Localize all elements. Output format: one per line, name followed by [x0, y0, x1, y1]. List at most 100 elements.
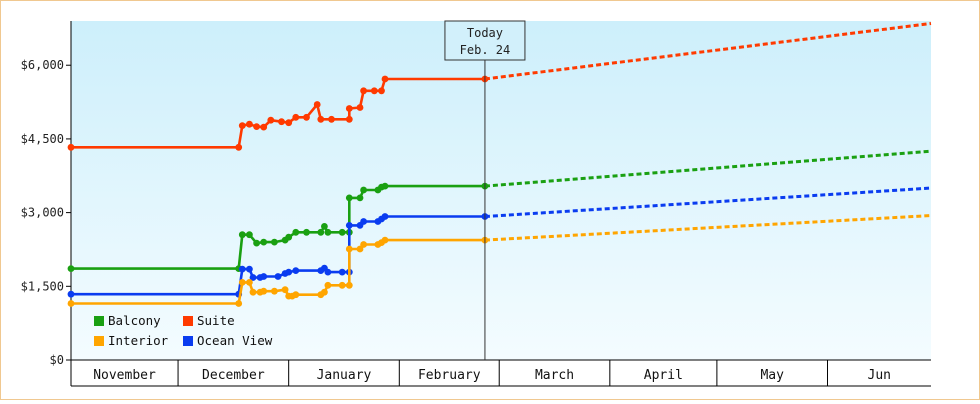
y-tick-label: $6,000	[21, 58, 64, 72]
data-point	[260, 273, 268, 280]
legend-swatch	[94, 316, 104, 326]
data-point	[246, 120, 253, 128]
data-point	[238, 265, 246, 273]
y-tick-label: $4,500	[21, 132, 64, 146]
data-point	[360, 186, 367, 194]
series-suite	[67, 21, 932, 151]
data-point	[67, 143, 75, 151]
data-point	[292, 267, 300, 274]
data-point	[356, 104, 364, 111]
data-point	[67, 290, 75, 298]
data-point	[235, 143, 243, 151]
data-point	[253, 239, 260, 247]
forecast-line	[484, 149, 932, 188]
data-point	[381, 213, 389, 220]
data-point	[324, 281, 332, 289]
legend-label: Ocean View	[197, 333, 273, 348]
data-point	[285, 119, 293, 127]
data-point	[338, 228, 346, 236]
data-point	[285, 233, 293, 241]
data-point	[292, 113, 300, 121]
month-label: March	[535, 368, 574, 383]
data-point	[381, 236, 389, 244]
month-label: Jun	[868, 368, 891, 383]
today-box	[444, 20, 526, 61]
y-tick-label: $0	[50, 353, 64, 367]
data-point	[260, 238, 268, 246]
data-point	[381, 75, 389, 83]
legend-swatch	[183, 316, 193, 326]
month-label: February	[418, 368, 481, 383]
data-point	[360, 218, 367, 225]
plot-area	[71, 21, 931, 360]
data-point	[238, 231, 246, 239]
y-tick-label: $3,000	[21, 206, 64, 220]
data-point	[281, 286, 289, 294]
month-label: November	[93, 368, 156, 383]
data-point	[238, 279, 246, 286]
data-point	[338, 281, 346, 289]
data-point	[313, 101, 321, 108]
data-point	[260, 287, 268, 295]
data-point	[317, 115, 325, 123]
forecast-line	[484, 186, 932, 219]
data-point	[345, 222, 353, 229]
data-point	[303, 113, 310, 121]
today-date: Feb. 24	[460, 43, 511, 57]
data-point	[345, 194, 353, 202]
data-point	[238, 122, 246, 129]
data-point	[345, 245, 353, 253]
legend-item-ocean-view: Ocean View	[183, 333, 273, 348]
data-point	[303, 228, 310, 236]
series-ocean-view	[67, 186, 932, 298]
month-label: December	[202, 368, 265, 383]
data-point	[67, 300, 75, 307]
forecast-line	[484, 214, 932, 242]
legend-item-interior: Interior	[94, 333, 169, 348]
data-point	[267, 116, 275, 124]
legend-item-balcony: Balcony	[94, 313, 161, 328]
data-point	[381, 182, 389, 190]
data-point	[345, 281, 353, 289]
data-point	[235, 300, 243, 307]
data-point	[246, 279, 253, 286]
data-point	[249, 288, 257, 296]
data-point	[292, 228, 300, 236]
data-point	[345, 105, 353, 112]
data-point	[321, 223, 328, 230]
data-point	[338, 268, 346, 276]
data-point	[321, 288, 328, 296]
forecast-line	[484, 21, 932, 81]
data-point	[274, 273, 282, 280]
data-point	[360, 87, 367, 95]
data-point	[285, 268, 293, 276]
y-tick-label: $1,500	[21, 279, 64, 293]
legend-label: Suite	[197, 313, 235, 328]
series-interior	[67, 214, 932, 307]
data-point	[253, 123, 260, 130]
data-point	[271, 287, 278, 295]
month-label: April	[644, 368, 683, 383]
legend-item-suite: Suite	[183, 313, 235, 328]
data-point	[67, 265, 75, 272]
today-label: Today	[467, 26, 503, 40]
legend-swatch	[183, 336, 193, 346]
data-point	[249, 274, 257, 281]
legend-label: Balcony	[108, 313, 161, 328]
month-label: January	[317, 368, 372, 383]
data-point	[356, 194, 364, 202]
data-point	[378, 87, 385, 95]
data-point	[260, 123, 268, 131]
data-point	[328, 115, 335, 123]
data-point	[246, 265, 253, 273]
legend-swatch	[94, 336, 104, 346]
series-line	[71, 77, 485, 149]
legend-label: Interior	[108, 333, 169, 348]
series-balcony	[67, 149, 932, 272]
data-point	[345, 115, 353, 123]
data-point	[292, 291, 300, 299]
data-point	[324, 228, 332, 236]
data-point	[360, 241, 367, 248]
